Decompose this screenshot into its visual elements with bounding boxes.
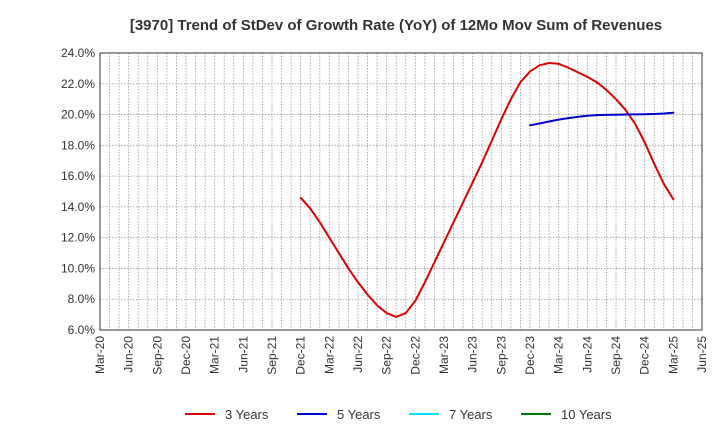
legend-label: 7 Years xyxy=(449,407,493,422)
y-tick-label: 6.0% xyxy=(68,323,96,337)
x-tick-label: Sep-21 xyxy=(265,336,279,375)
x-tick-label: Mar-25 xyxy=(666,336,680,374)
plot-frame xyxy=(99,52,703,331)
x-tick-label: Dec-24 xyxy=(638,336,652,375)
x-tick-label: Dec-23 xyxy=(523,336,537,375)
x-tick-label: Sep-23 xyxy=(494,336,508,375)
y-tick-label: 14.0% xyxy=(61,200,95,214)
y-tick-label: 18.0% xyxy=(61,138,95,152)
legend-label: 5 Years xyxy=(337,407,381,422)
x-tick-label: Dec-22 xyxy=(408,336,422,375)
y-tick-label: 16.0% xyxy=(61,169,95,183)
y-tick-label: 10.0% xyxy=(61,261,95,275)
series-lines xyxy=(299,62,675,318)
y-tick-label: 8.0% xyxy=(68,292,96,306)
x-tick-label: Jun-20 xyxy=(122,336,136,373)
x-tick-label: Jun-23 xyxy=(466,336,480,373)
x-tick-label: Sep-24 xyxy=(609,336,623,375)
x-tick-label: Sep-20 xyxy=(150,336,164,375)
x-tick-label: Jun-21 xyxy=(236,336,250,373)
y-tick-label: 12.0% xyxy=(61,231,95,245)
legend-label: 10 Years xyxy=(561,407,612,422)
series-line-5-years xyxy=(529,111,675,127)
x-tick-label: Mar-21 xyxy=(208,336,222,374)
y-tick-label: 22.0% xyxy=(61,77,95,91)
x-tick-label: Mar-20 xyxy=(93,336,107,374)
x-tick-label: Jun-22 xyxy=(351,336,365,373)
x-tick-label: Jun-25 xyxy=(695,336,709,373)
x-tick-label: Dec-21 xyxy=(294,336,308,375)
x-tick-label: Mar-23 xyxy=(437,336,451,374)
y-tick-label: 24.0% xyxy=(61,46,95,60)
y-tick-label: 20.0% xyxy=(61,108,95,122)
x-tick-label: Dec-20 xyxy=(179,336,193,375)
axes: 6.0% 8.0% 10.0% 12.0% 14.0% 16.0% 18.0% 20.0% 22… xyxy=(61,46,709,375)
legend: 3 Years 5 Years 7 Years 10 Years xyxy=(185,407,612,422)
x-tick-label: Jun-24 xyxy=(580,336,594,373)
legend-label: 3 Years xyxy=(225,407,269,422)
chart-title: [3970] Trend of StDev of Growth Rate (Yo… xyxy=(130,17,662,34)
x-tick-label: Mar-22 xyxy=(322,336,336,374)
x-tick-label: Mar-24 xyxy=(552,336,566,374)
series-line-3-years xyxy=(299,62,675,318)
grid xyxy=(100,53,702,330)
x-tick-label: Sep-22 xyxy=(380,336,394,375)
